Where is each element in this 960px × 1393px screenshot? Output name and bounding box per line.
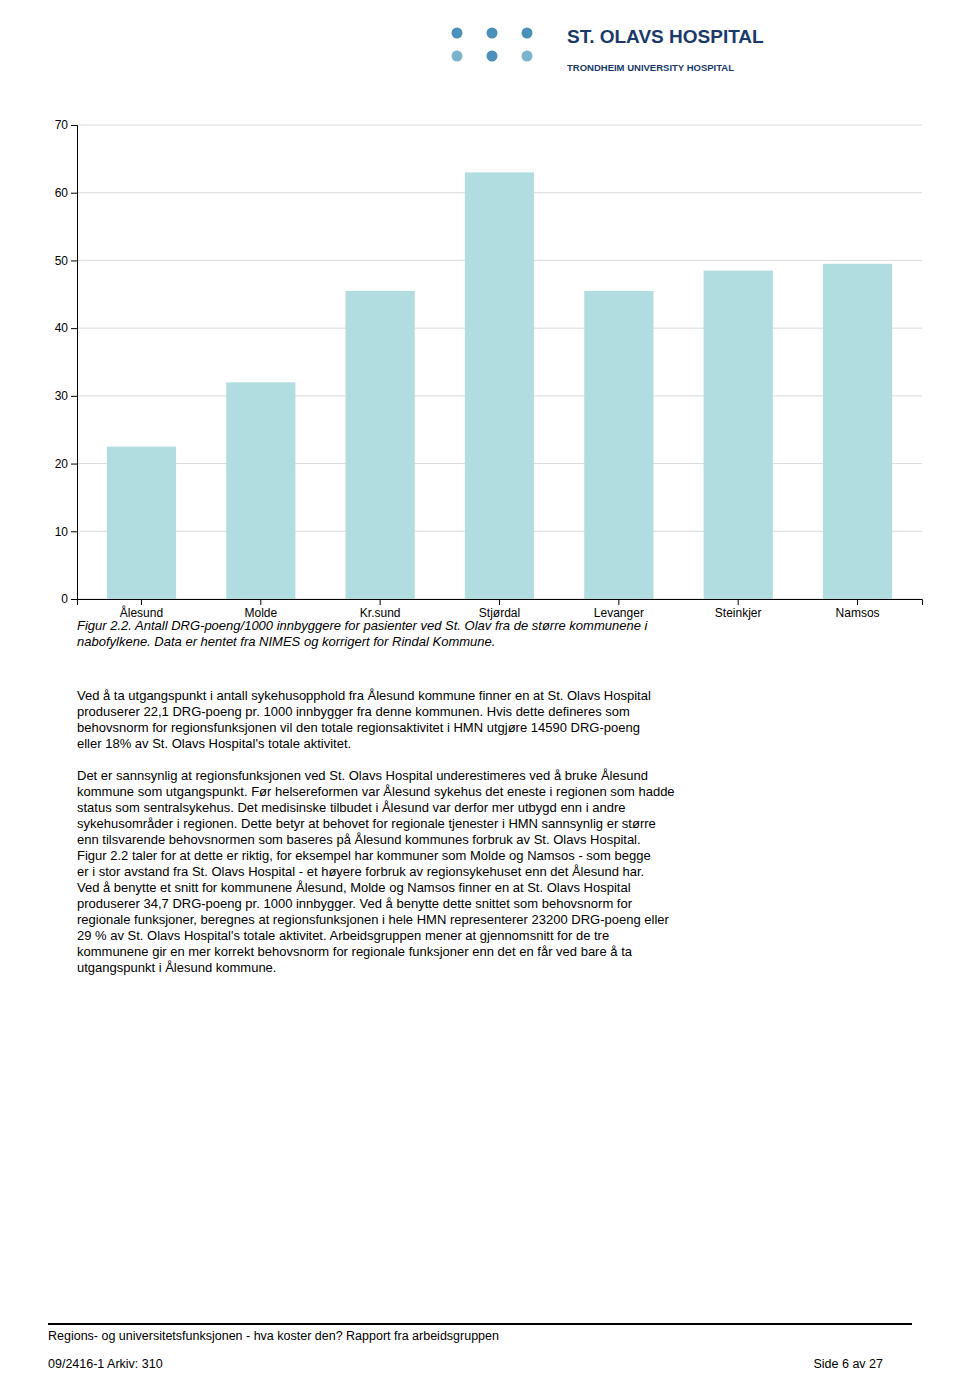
page: ST. OLAVS HOSPITAL TRONDHEIM UNIVERSITY H…	[0, 0, 960, 1393]
caption: Figur 2.2. Antall DRG-poeng/1000 innbygg…	[77, 618, 648, 649]
logo-title-line: ST. OLAVS HOSPITAL	[567, 26, 764, 47]
body-text-line: Figur 2.2 taler for at dette er riktig, …	[77, 848, 651, 863]
y-tick-label: 50	[55, 254, 69, 268]
body-text-line: 29 % av St. Olavs Hospital's totale akti…	[77, 928, 609, 943]
y-tick-mark	[71, 328, 77, 329]
footer-right-line: Side 6 av 27	[814, 1357, 884, 1371]
y-axis: 0 10 20 30 40 50 60 70	[55, 118, 78, 606]
y-tick: 60	[55, 186, 77, 200]
x-tick: Steinkjer	[715, 599, 762, 620]
footer-text: Regions- og universitetsfunksjonen - hva…	[48, 1329, 499, 1343]
body-text-line: kommunene gir en mer korrekt behovsnorm …	[77, 944, 633, 959]
y-tick-mark	[71, 193, 77, 194]
y-tick-mark	[71, 396, 77, 397]
body-text-line: Ved å benytte et snitt for kommunene Åle…	[77, 880, 631, 895]
body-text-line: Det er sannsynlig at regionsfunksjonen v…	[77, 768, 648, 783]
bar	[465, 172, 534, 599]
y-tick-label: 70	[55, 118, 69, 132]
y-axis-line	[71, 126, 78, 600]
logo-subtitle: TRONDHEIM UNIVERSITY HOSPITAL	[567, 62, 734, 73]
y-tick-label: 10	[55, 525, 69, 539]
body-text-line: kommune som utgangspunkt. Før helserefor…	[77, 784, 675, 799]
bar	[823, 264, 892, 599]
logo-dot	[522, 51, 533, 62]
x-tick: Namsos	[836, 599, 880, 620]
logo-dot	[487, 28, 498, 39]
x-tick-mark	[857, 599, 858, 605]
y-tick-label: 0	[61, 592, 68, 606]
y-tick-mark	[71, 125, 77, 126]
body-text-line: Ved å ta utgangspunkt i antall sykehusop…	[77, 688, 651, 703]
y-tick: 20	[55, 457, 77, 471]
x-tick-mark	[499, 599, 500, 605]
x-tick: Levanger	[594, 599, 644, 620]
caption-line: nabofylkene. Data er hentet fra NIMES og…	[77, 634, 495, 649]
y-tick: 40	[55, 321, 77, 335]
y-tick-mark	[71, 464, 77, 465]
x-axis-line	[78, 600, 923, 606]
y-tick-mark	[71, 531, 77, 532]
body-text-line: er i stor avstand fra St. Olavs Hospital…	[77, 864, 644, 879]
bar	[704, 271, 773, 599]
caption-line: Figur 2.2. Antall DRG-poeng/1000 innbygg…	[77, 618, 648, 633]
body-text-line: produserer 34,7 DRG-poeng pr. 1000 innby…	[77, 896, 633, 911]
bar	[584, 291, 653, 599]
x-tick-label: Steinkjer	[715, 606, 762, 620]
footer-line	[48, 1323, 912, 1325]
grid	[77, 125, 922, 599]
chart: 0 10 20 30 40 50 60 70 Ålesund Molde Kr.sund Stjørd…	[55, 118, 923, 619]
y-tick: 30	[55, 389, 77, 403]
x-tick: Stjørdal	[479, 599, 520, 620]
x-tick-mark	[618, 599, 619, 605]
background	[0, 0, 960, 1393]
body-text: Ved å ta utgangspunkt i antall sykehusop…	[77, 688, 675, 975]
y-tick-label: 60	[55, 186, 69, 200]
body-text-line: regionale funksjoner, beregnes at region…	[77, 912, 670, 927]
y-tick: 70	[55, 118, 77, 132]
logo-dot	[452, 51, 463, 62]
bar	[346, 291, 415, 599]
x-tick-mark	[380, 599, 381, 605]
logo-dot	[487, 51, 498, 62]
logo-dot	[522, 28, 533, 39]
x-tick: Ålesund	[120, 599, 163, 620]
footer-left-line: 09/2416-1 Arkiv: 310	[48, 1357, 163, 1371]
y-tick: 10	[55, 525, 77, 539]
y-tick-label: 20	[55, 457, 69, 471]
x-tick-label: Namsos	[836, 606, 880, 620]
body-text-line: utgangspunkt i Ålesund kommune.	[77, 960, 276, 975]
y-tick-mark	[71, 260, 77, 261]
body-text-line: eller 18% av St. Olavs Hospital's totale…	[77, 736, 351, 751]
bars	[107, 172, 892, 599]
x-tick-mark	[260, 599, 261, 605]
y-tick-mark	[71, 599, 77, 600]
footer-text-line: Regions- og universitetsfunksjonen - hva…	[48, 1329, 499, 1343]
bar	[107, 447, 176, 599]
logo: ST. OLAVS HOSPITAL TRONDHEIM UNIVERSITY H…	[452, 26, 765, 74]
logo-subtitle-line: TRONDHEIM UNIVERSITY HOSPITAL	[567, 62, 734, 73]
body-text-line: enn tilsvarende behovsnormen som baseres…	[77, 832, 641, 847]
x-tick: Molde	[244, 599, 277, 620]
x-tick-mark	[141, 599, 142, 605]
body-text-line: behovsnorm for regionsfunksjonen vil den…	[77, 720, 640, 735]
x-axis: Ålesund Molde Kr.sund Stjørdal Levanger Stein…	[78, 599, 923, 620]
logo-title: ST. OLAVS HOSPITAL	[567, 26, 764, 47]
y-tick: 0	[61, 592, 77, 606]
y-tick-label: 30	[55, 389, 69, 403]
body-text-line: status som sentralsykehus. Det medisinsk…	[77, 800, 625, 815]
x-tick-mark	[738, 599, 739, 605]
logo-dot	[452, 28, 463, 39]
bar	[226, 382, 295, 599]
footer-left: 09/2416-1 Arkiv: 310	[48, 1357, 163, 1371]
y-tick: 50	[55, 254, 77, 268]
grid-line	[77, 125, 922, 126]
body-text-line: produserer 22,1 DRG-poeng pr. 1000 innby…	[77, 704, 630, 719]
body-text-line: sykehusområder i regionen. Dette betyr a…	[77, 816, 656, 831]
x-tick: Kr.sund	[360, 599, 401, 620]
footer-right: Side 6 av 27	[814, 1357, 884, 1371]
y-tick-label: 40	[55, 321, 69, 335]
